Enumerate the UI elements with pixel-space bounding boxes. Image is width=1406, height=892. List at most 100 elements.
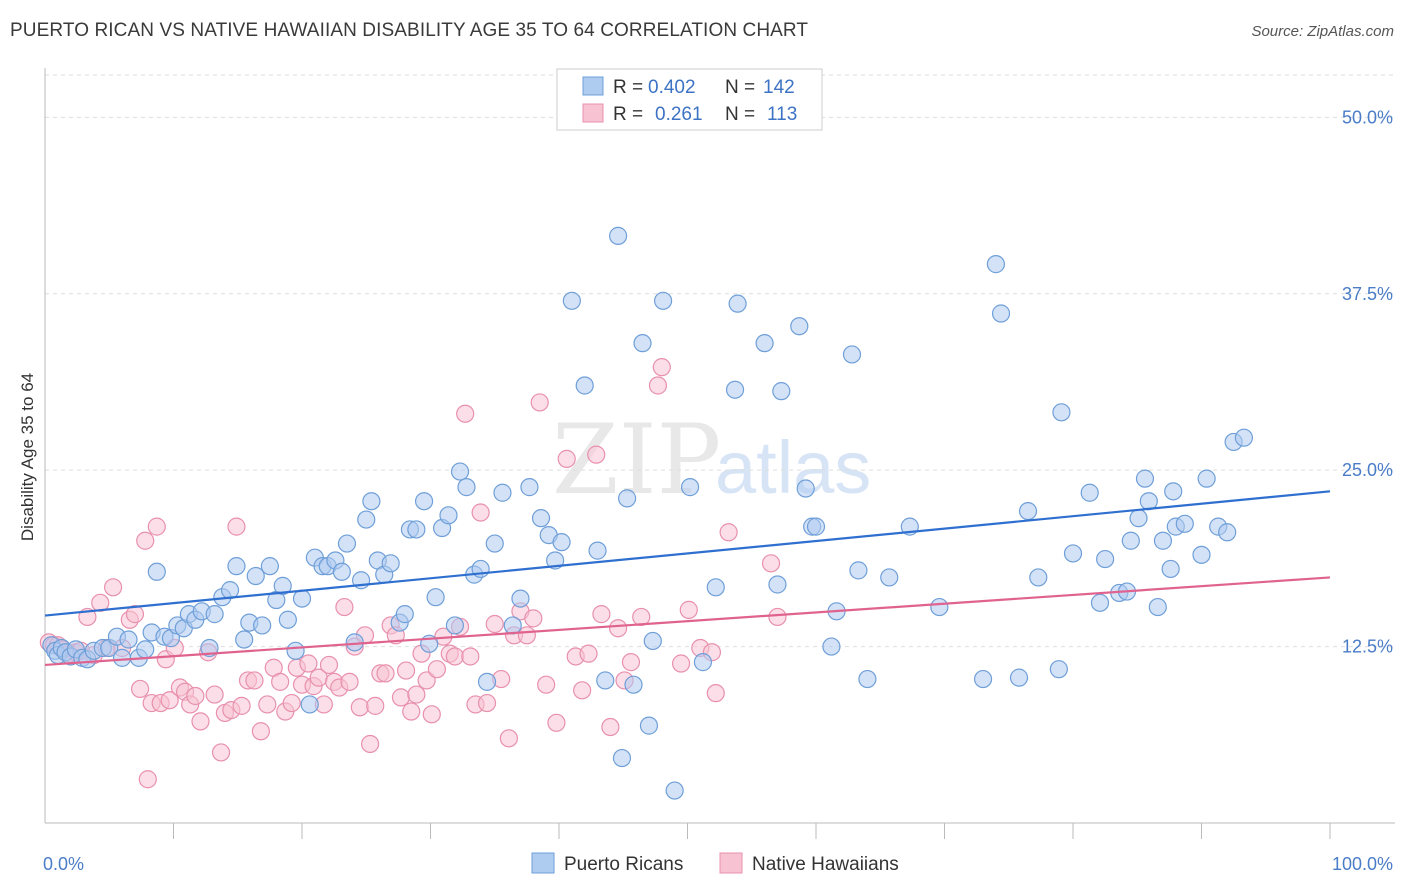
native-hawaiian-point [609,619,628,638]
native-hawaiian-point [147,517,166,536]
native-hawaiian-point [524,609,543,628]
native-hawaiian-point [579,644,598,663]
native-hawaiian-point [547,713,566,732]
native-hawaiian-point [104,578,123,597]
puerto-rican-point [842,345,862,364]
puerto-rican-point [880,568,899,587]
puerto-rican-point [1052,403,1071,422]
native-hawaiian-point [719,523,738,542]
watermark: ZIP atlas [552,404,871,516]
native-hawaiian-point [138,770,157,789]
puerto-rican-point [511,589,530,608]
native-hawaiian-point [601,717,620,737]
native-hawaiian-point [160,691,179,710]
puerto-rican-point [596,671,615,690]
puerto-rican-point [457,478,476,497]
puerto-rican-point [1175,514,1194,533]
native-hawaiian-point [340,672,359,691]
source-credit: Source: ZipAtlas.com [1251,23,1394,40]
native-hawaiian-point [537,675,556,694]
puerto-rican-point [706,578,725,597]
puerto-rican-point [520,478,539,497]
puerto-rican-trend-line [44,490,1331,617]
puerto-rican-point [292,589,312,608]
native-hawaiian-point [485,614,504,634]
puerto-rican-point [1148,597,1167,617]
puerto-rican-point [1009,668,1029,687]
puerto-rican-point [136,640,155,659]
series-legend-swatch-pink [719,852,743,874]
puerto-rican-point [755,334,774,353]
native-hawaiian-point [632,607,651,627]
puerto-rican-point [991,304,1011,323]
puerto-rican-point [588,541,607,560]
puerto-rican-point [1153,531,1173,550]
puerto-rican-point [562,291,581,310]
native-hawaiian-point [391,688,411,707]
puerto-rican-point [200,638,219,658]
puerto-rican-point [357,510,376,529]
native-hawaiian-point [191,712,210,731]
series-legend-label: Puerto Ricans [564,854,683,875]
puerto-rican-point [1164,482,1183,501]
native-hawaiian-point [761,554,781,573]
chart-title: PUERTO RICAN VS NATIVE HAWAIIAN DISABILI… [10,20,809,41]
puerto-rican-point [973,669,993,689]
watermark-atlas: atlas [715,426,871,509]
puerto-rican-point [1029,568,1048,587]
y-tick-label: 12.5% [1342,637,1393,657]
puerto-rican-point [205,605,224,624]
legend-n-value: 142 [763,77,795,98]
puerto-rican-point [362,492,381,511]
puerto-rican-point [575,376,594,395]
trend-lines [44,490,1331,667]
native-hawaiian-point [91,593,110,612]
native-hawaiian-point [422,705,441,724]
legend-swatch-pink [582,103,604,123]
puerto-rican-point [273,576,292,595]
puerto-rican-point [1063,544,1083,563]
native-hawaiian-point [361,734,380,754]
puerto-rican-point [653,291,673,310]
puerto-rican-point [381,554,400,573]
puerto-rican-point [806,517,826,536]
native-hawaiian-point [366,696,385,715]
native-hawaiian-point [130,679,150,699]
puerto-rican-point [768,575,787,594]
puerto-rican-point [618,489,637,508]
puerto-rican-point [485,534,504,553]
puerto-rican-point [426,588,445,607]
puerto-rican-point [286,641,305,660]
native-hawaiian-point [477,693,497,713]
puerto-rican-point [1234,428,1254,447]
puerto-rican-point [639,716,659,735]
stats-legend: R = 0.402 N = 142 R = 0.261 N = 113 [556,68,823,131]
puerto-rican-point [930,597,949,617]
native-hawaiian-point [768,607,787,627]
puerto-rican-point [407,520,426,539]
native-hawaiian-point [211,743,231,762]
puerto-rican-point [858,669,877,689]
puerto-rican-point [1139,492,1158,511]
puerto-rican-point [849,561,868,580]
native-hawaiian-point [573,681,592,700]
puerto-rican-point [609,226,628,245]
puerto-rican-point [772,382,791,401]
puerto-rican-point [1218,523,1237,542]
legend-r-label: R = [613,104,643,125]
puerto-rican-point [112,648,132,667]
puerto-rican-point [552,533,571,552]
y-tick-label: 50.0% [1342,107,1393,127]
native-hawaiian-point [125,605,145,624]
native-hawaiian-point [227,517,246,536]
puerto-rican-point [725,380,745,399]
puerto-rican-point [531,509,551,528]
native-hawaiian-point [557,449,576,468]
puerto-rican-point [246,566,265,586]
series-legend-label: Native Hawaiians [752,854,899,875]
puerto-rican-point [1129,509,1148,528]
native-hawaiian-point [299,654,318,673]
native-hawaiian-point [376,664,395,683]
native-hawaiian-point [245,671,264,690]
native-hawaiian-point [186,686,205,706]
